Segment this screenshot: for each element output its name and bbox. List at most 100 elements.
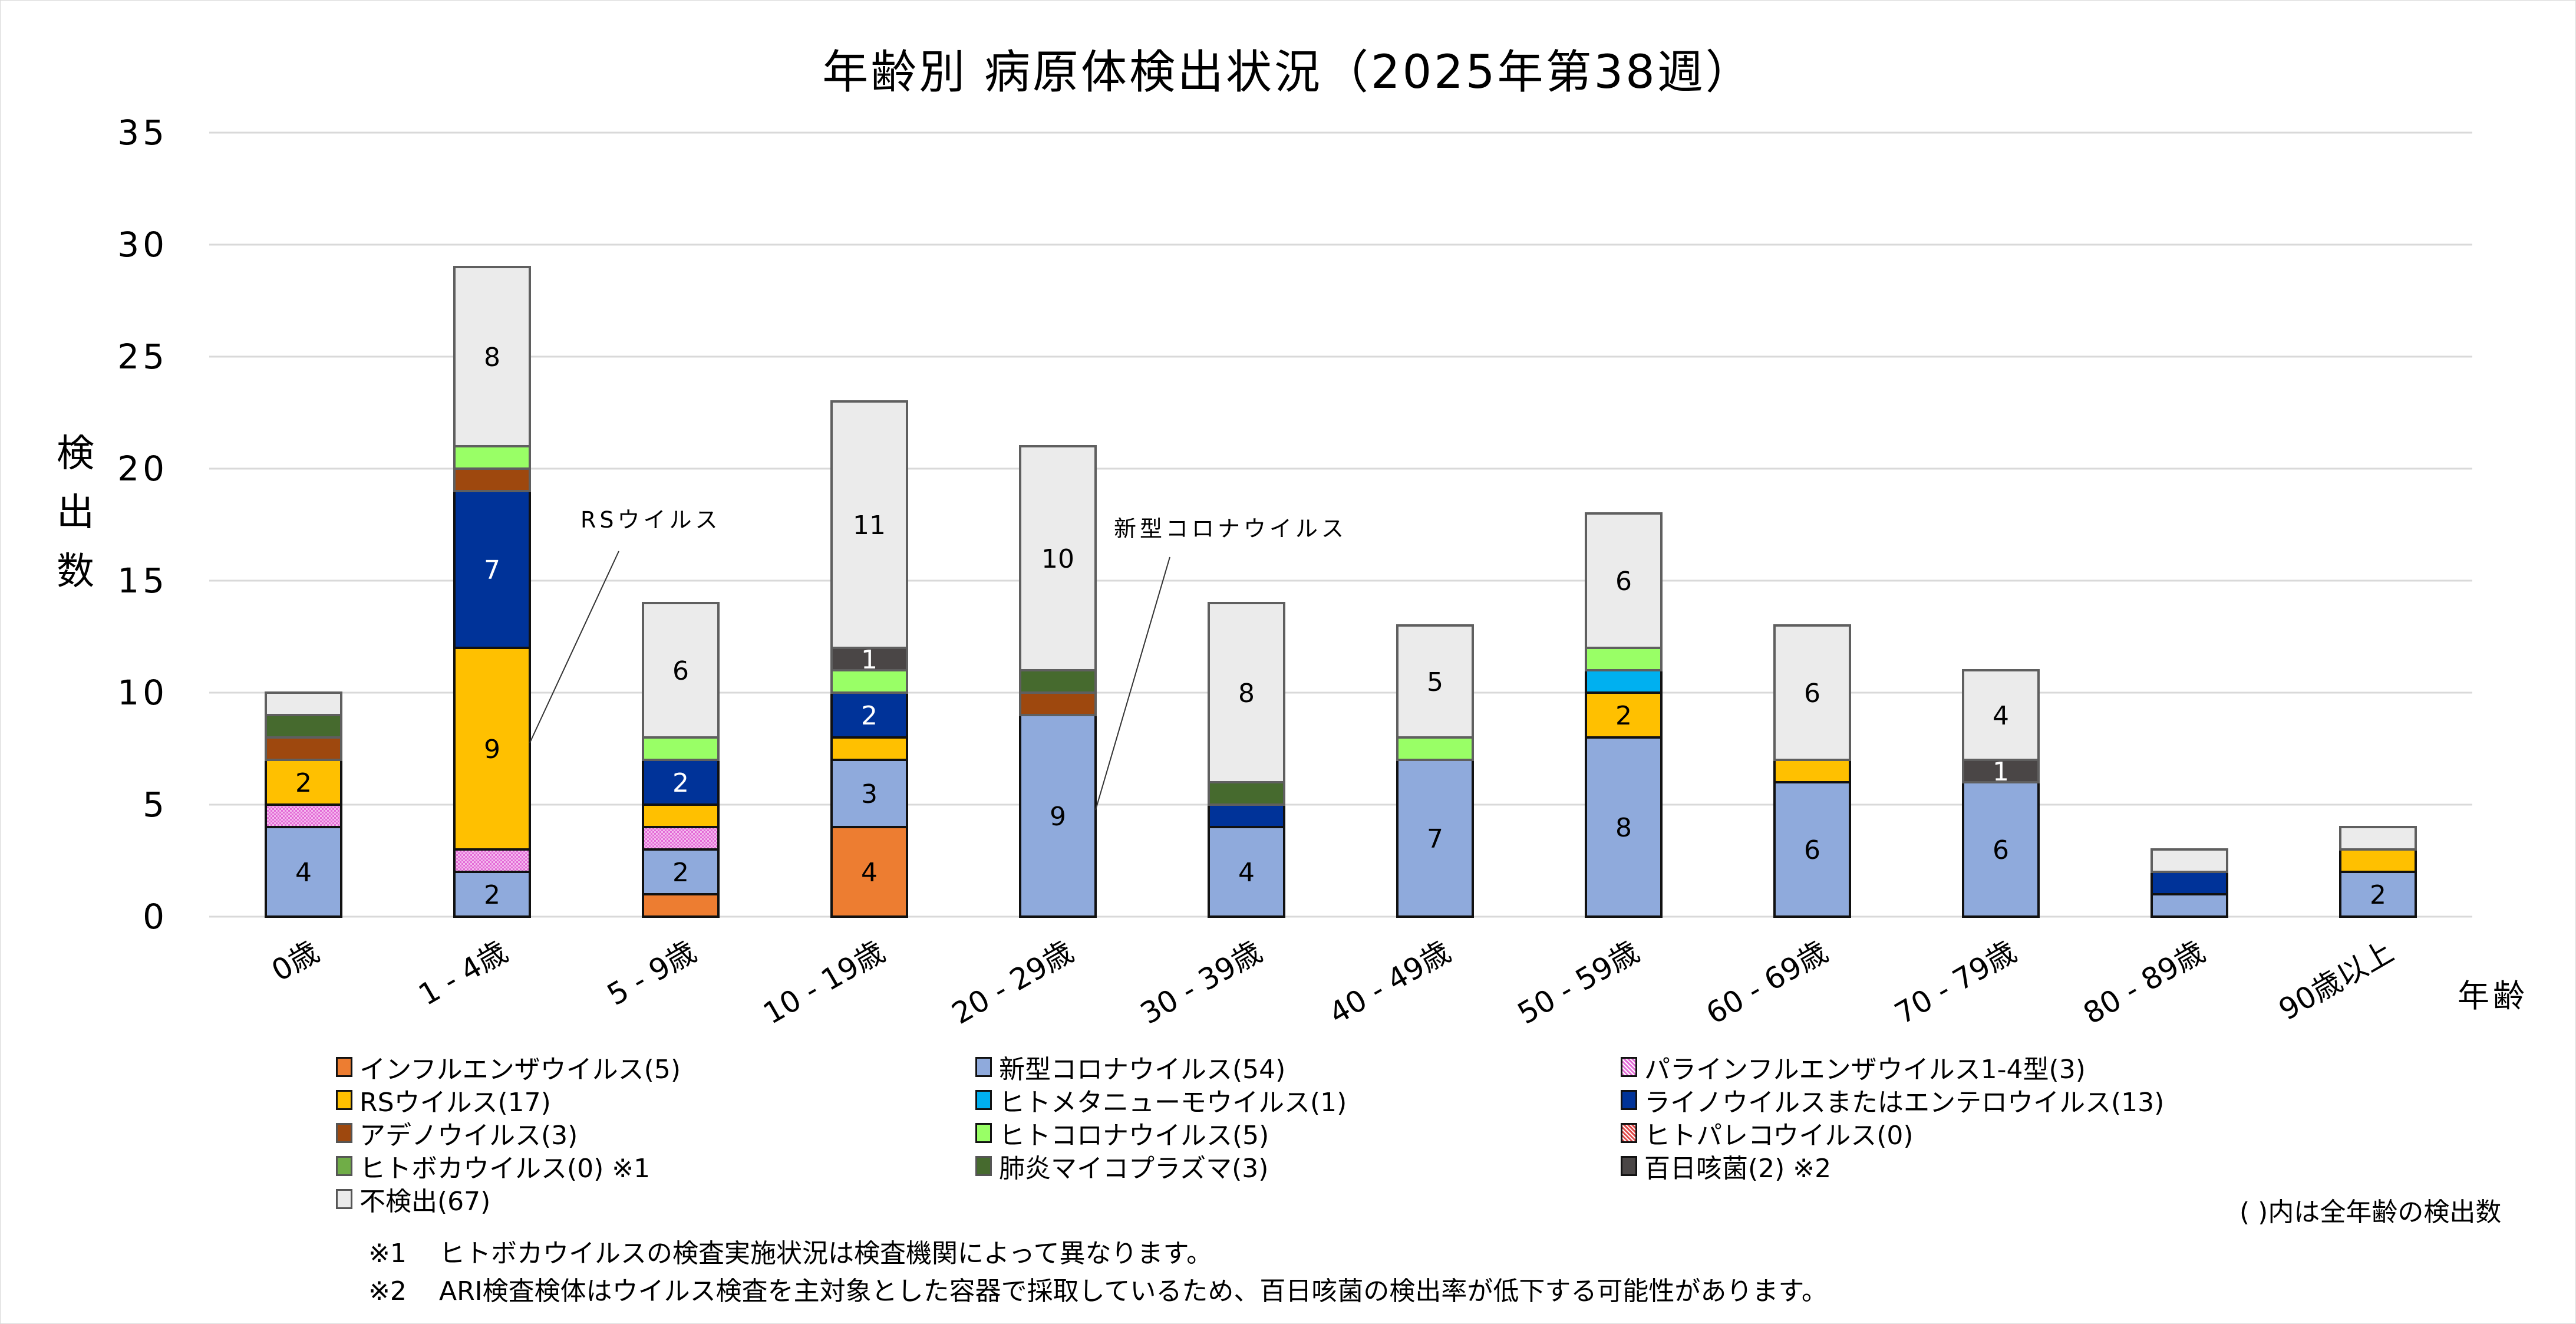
data-label: 2 [672, 858, 689, 888]
bar-segment [642, 826, 720, 851]
footnote-text: ARI検査検体はウイルス検査を主対象とした容器で採取しているため、百日咳菌の検出… [439, 1276, 1828, 1306]
data-label: 3 [861, 779, 878, 809]
x-tick-label: 50 - 59歳 [1512, 934, 1645, 1031]
annotation-leader-line [529, 551, 619, 743]
legend-item: ヒトコロナウイルス(5) [975, 1116, 1269, 1151]
data-label: 2 [484, 880, 500, 910]
legend-item: RSウイルス(17) [336, 1083, 551, 1118]
x-tick-label: 20 - 29歳 [946, 934, 1079, 1031]
bar-segment [1208, 602, 1285, 783]
bar-segment [1208, 803, 1285, 828]
legend-swatch [336, 1057, 352, 1077]
x-axis-label: 年齢 [2458, 977, 2528, 1015]
bar-segment [2150, 871, 2228, 895]
x-tick-label: 90歳以上 [2273, 934, 2399, 1027]
data-label: 2 [1615, 701, 1632, 731]
x-tick-label: 60 - 69歳 [1700, 934, 1833, 1031]
data-label: 2 [672, 768, 689, 798]
data-label: 1 [1993, 757, 2009, 787]
legend-swatch [336, 1123, 352, 1143]
bar-segment [642, 848, 720, 895]
bar-segment [2150, 848, 2228, 873]
y-axis-label-char: 検 [57, 432, 94, 476]
y-tick-label: 35 [117, 113, 168, 153]
bar-segment [642, 893, 720, 918]
legend-swatch [975, 1090, 992, 1110]
bar-segment [1773, 624, 1851, 761]
legend-swatch [336, 1090, 352, 1110]
data-label: 4 [295, 858, 312, 888]
legend-item: ヒトボカウイルス(0) ※1 [336, 1150, 651, 1184]
bar-segment [1962, 759, 2040, 783]
legend-label: 百日咳菌(2) ※2 [1644, 1154, 1832, 1184]
bar-segment [830, 669, 908, 694]
legend-item: パラインフルエンザウイルス1-4型(3) [1621, 1050, 2086, 1085]
bar-segment [2150, 893, 2228, 918]
bar-segment [265, 691, 342, 716]
legend-item: アデノウイルス(3) [336, 1116, 578, 1151]
data-label: 2 [861, 701, 878, 731]
bar-segment [2339, 826, 2417, 851]
data-label: 8 [1238, 679, 1255, 709]
legend-label: ライノウイルスまたはエンテロウイルス(13) [1644, 1088, 2165, 1118]
legend-item: ヒトメタニューモウイルス(1) [975, 1083, 1347, 1118]
data-label: 4 [1238, 858, 1255, 888]
legend-label: 不検出(67) [359, 1187, 491, 1217]
legend-label: ヒトコロナウイルス(5) [999, 1121, 1269, 1151]
chart-title: 年齢別 病原体検出状況（2025年第38週） [822, 46, 1754, 99]
legend-swatch [336, 1156, 352, 1176]
annotation-leader-line [1095, 556, 1170, 811]
footnote-mark: ※1 [368, 1239, 407, 1269]
legend-swatch [975, 1156, 992, 1176]
bar-segment [1019, 691, 1097, 716]
bar-segment [453, 647, 531, 851]
data-label: 6 [1993, 835, 2009, 865]
bar-segment [1019, 445, 1097, 671]
bar-segment [1396, 759, 1474, 918]
legend-swatch [1621, 1090, 1637, 1110]
y-axis-label-char: 出 [57, 491, 94, 535]
x-tick-label: 10 - 19歳 [757, 934, 890, 1031]
data-label: 10 [1041, 544, 1074, 574]
footnote-1: ※1 ヒトボカウイルスの検査実施状況は検査機関によって異なります。 [368, 1235, 1828, 1273]
data-label: 7 [1427, 824, 1443, 854]
bar-segment [1585, 669, 1663, 694]
bar-segment [2339, 871, 2417, 918]
data-label: 6 [1615, 567, 1632, 597]
legend-item: ライノウイルスまたはエンテロウイルス(13) [1621, 1083, 2165, 1118]
bar-segment [265, 803, 342, 828]
legend-swatch [975, 1123, 992, 1143]
bar-segment [2339, 848, 2417, 873]
legend-item: 肺炎マイコプラズマ(3) [975, 1150, 1268, 1184]
x-tick-label: 80 - 89歳 [2077, 934, 2211, 1031]
data-label: 9 [484, 735, 500, 765]
bar-segment [1585, 512, 1663, 649]
data-label: 6 [1804, 679, 1820, 709]
legend-note: ( )内は全年齢の検出数 [2239, 1197, 2502, 1227]
legend-label: アデノウイルス(3) [359, 1121, 578, 1151]
bar-segment [265, 714, 342, 739]
bar-segment [830, 691, 908, 739]
legend-item: インフルエンザウイルス(5) [336, 1050, 681, 1085]
data-label: 6 [672, 656, 689, 686]
data-label: 7 [484, 555, 500, 585]
bar-segment [1962, 781, 2040, 918]
bar-segment [1773, 759, 1851, 783]
y-tick-label: 0 [143, 897, 168, 937]
legend-swatch [975, 1057, 992, 1077]
bar-segment [642, 602, 720, 739]
data-label: 6 [1804, 835, 1820, 865]
legend-swatch [336, 1189, 352, 1209]
legend-label: ヒトボカウイルス(0) ※1 [359, 1154, 651, 1184]
data-label: 5 [1427, 667, 1443, 697]
footnote-mark: ※2 [368, 1276, 407, 1306]
bar-segment [1208, 826, 1285, 918]
x-tick-label: 1 - 4歳 [413, 934, 513, 1012]
data-label: 11 [853, 511, 886, 541]
bar-segment [1396, 736, 1474, 761]
bar-segment [1396, 624, 1474, 739]
bar-segment [453, 848, 531, 873]
bar-segment [830, 826, 908, 918]
footnotes: ※1 ヒトボカウイルスの検査実施状況は検査機関によって異なります。 ※2 ARI検査… [368, 1235, 1828, 1310]
legend-label: インフルエンザウイルス(5) [359, 1055, 681, 1085]
